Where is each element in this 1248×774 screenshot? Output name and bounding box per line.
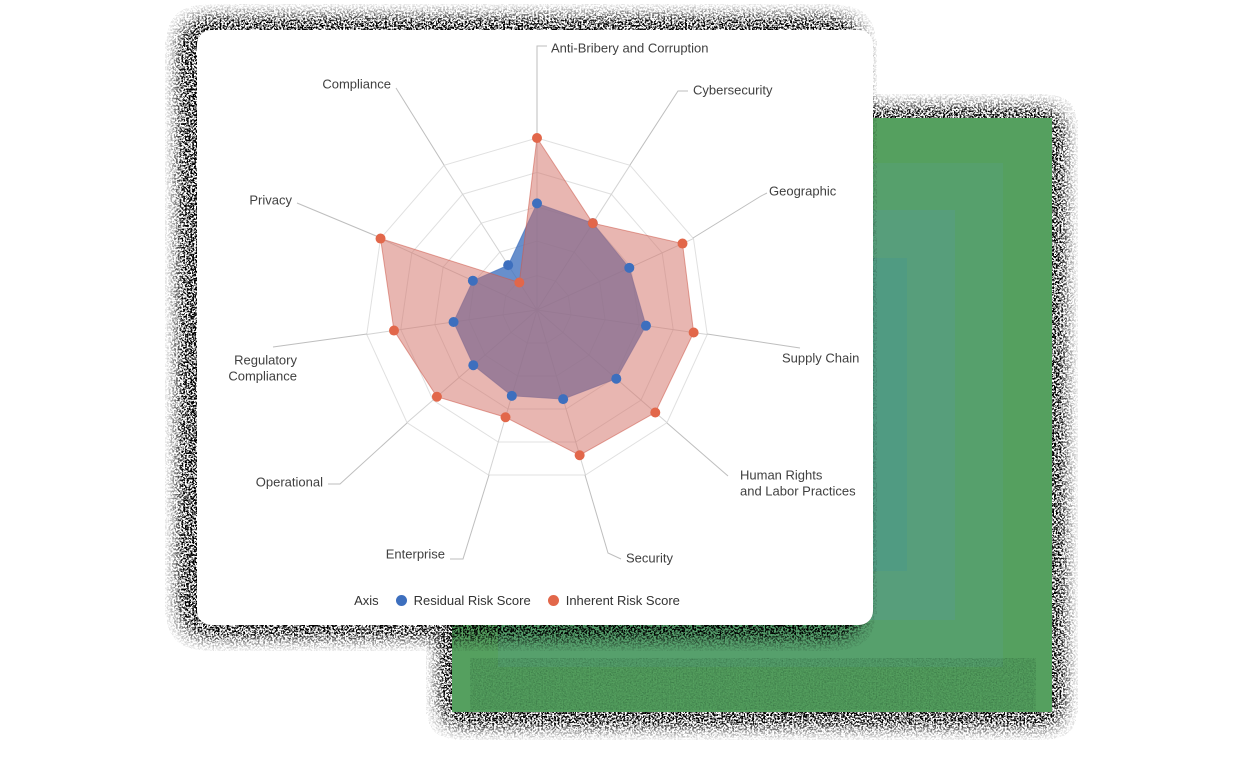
data-point-inherent-supply-chain[interactable] bbox=[688, 327, 699, 338]
axis-label-human-rights-and-labor-practices: and Labor Practices bbox=[740, 483, 856, 498]
legend-dot-residual-icon bbox=[395, 594, 407, 606]
radar-ring-5 bbox=[366, 137, 708, 476]
chart-legend: Axis Residual Risk Score Inherent Risk S… bbox=[179, 588, 855, 612]
legend-item-inherent[interactable]: Inherent Risk Score bbox=[547, 592, 680, 608]
axis-label-cybersecurity: Cybersecurity bbox=[693, 82, 773, 97]
axis-leader-supply-chain bbox=[706, 333, 801, 349]
legend-item-residual[interactable]: Residual Risk Score bbox=[395, 592, 531, 608]
axis-label-security: Security bbox=[626, 550, 673, 565]
data-point-residual-compliance[interactable] bbox=[503, 260, 514, 271]
data-point-residual-geographic[interactable] bbox=[624, 262, 635, 273]
axis-leader-regulatory-compliance bbox=[272, 333, 368, 348]
data-point-inherent-regulatory-compliance[interactable] bbox=[388, 325, 399, 336]
legend-item-label: Inherent Risk Score bbox=[565, 592, 680, 608]
axis-leader-enterprise bbox=[450, 474, 490, 560]
data-point-inherent-privacy[interactable] bbox=[375, 233, 386, 244]
data-point-inherent-geographic[interactable] bbox=[677, 238, 688, 249]
legend-axis-label: Axis bbox=[354, 592, 379, 608]
axis-leader-operational bbox=[328, 422, 408, 485]
axis-label-human-rights-and-labor-practices: Human Rights bbox=[740, 467, 823, 482]
axis-leader-cybersecurity bbox=[629, 90, 688, 166]
axis-leader-privacy bbox=[296, 202, 382, 239]
data-point-residual-supply-chain[interactable] bbox=[640, 320, 651, 331]
data-point-residual-anti-bribery-and-corruption[interactable] bbox=[532, 198, 542, 209]
data-point-residual-regulatory-compliance[interactable] bbox=[448, 316, 459, 327]
data-point-residual-privacy[interactable] bbox=[467, 275, 478, 286]
axis-label-privacy: Privacy bbox=[249, 192, 292, 207]
axis-label-enterprise: Enterprise bbox=[386, 546, 445, 561]
legend-item-label: Residual Risk Score bbox=[413, 592, 531, 608]
chart-card: Anti-Bribery and Corruption Cybersecurity… bbox=[197, 30, 873, 625]
data-point-residual-operational[interactable] bbox=[468, 360, 479, 371]
legend-dot-inherent-icon bbox=[547, 594, 559, 606]
axis-leader-geographic bbox=[692, 192, 768, 239]
data-point-inherent-cybersecurity[interactable] bbox=[587, 218, 598, 229]
data-point-residual-security[interactable] bbox=[558, 394, 569, 405]
axis-label-regulatory-compliance: Regulatory bbox=[234, 352, 297, 367]
data-point-inherent-enterprise[interactable] bbox=[500, 412, 511, 423]
axis-label-geographic: Geographic bbox=[769, 183, 837, 198]
data-point-inherent-human-rights-and-labor-practices[interactable] bbox=[650, 407, 661, 418]
axis-label-operational: Operational bbox=[256, 474, 323, 489]
axis-label-anti-bribery-and-corruption: Anti-Bribery and Corruption bbox=[551, 40, 709, 55]
data-point-residual-human-rights-and-labor-practices[interactable] bbox=[611, 373, 622, 384]
risk-radar-chart: Anti-Bribery and Corruption Cybersecurity… bbox=[228, 40, 859, 565]
axis-leader-human-rights-and-labor-practices bbox=[666, 422, 729, 477]
axis-leader-compliance bbox=[395, 87, 445, 166]
data-point-inherent-compliance[interactable] bbox=[514, 277, 525, 288]
axis-leader-anti-bribery-and-corruption bbox=[536, 45, 547, 138]
data-point-inherent-security[interactable] bbox=[574, 450, 585, 461]
axis-leader-security bbox=[584, 474, 622, 560]
data-point-inherent-anti-bribery-and-corruption[interactable] bbox=[532, 133, 542, 143]
series-area-inherent bbox=[379, 136, 695, 456]
data-point-residual-enterprise[interactable] bbox=[506, 390, 517, 401]
axis-label-supply-chain: Supply Chain bbox=[782, 350, 859, 365]
data-point-inherent-operational[interactable] bbox=[431, 391, 442, 402]
axis-label-regulatory-compliance: Compliance bbox=[228, 368, 297, 383]
axis-label-compliance: Compliance bbox=[322, 76, 391, 91]
